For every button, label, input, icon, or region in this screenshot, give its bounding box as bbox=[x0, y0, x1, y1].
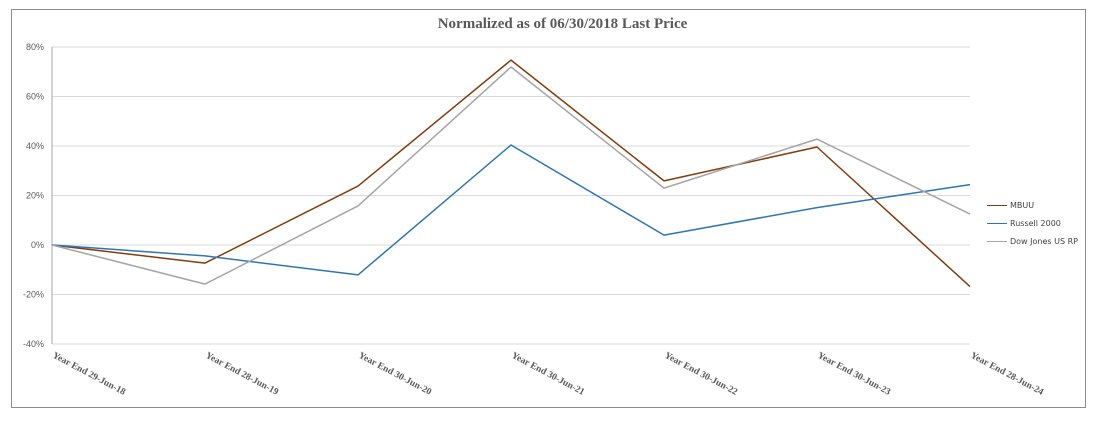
x-tick-label: Year End 28-Jun-19 bbox=[204, 351, 281, 398]
y-tick-label: 80% bbox=[26, 42, 44, 52]
x-tick-label: Year End 30-Jun-23 bbox=[816, 351, 893, 398]
legend-item-dow-jones-us-rp: Dow Jones US RP bbox=[987, 232, 1078, 250]
chart-title: Normalized as of 06/30/2018 Last Price bbox=[437, 16, 688, 32]
y-tick-label: -40% bbox=[23, 339, 44, 349]
legend-swatch-mbuu bbox=[987, 204, 1007, 206]
y-axis: 80% 60% 40% 20% 0% -20% -40% bbox=[23, 42, 53, 349]
legend-label: MBUU bbox=[1010, 200, 1035, 210]
y-tick-label: 0% bbox=[31, 240, 44, 250]
y-tick-label: 40% bbox=[26, 141, 44, 151]
x-tick-label: Year End 30-Jun-21 bbox=[510, 351, 587, 398]
series-line-russell-2000 bbox=[51, 144, 971, 276]
series-lines bbox=[51, 59, 971, 288]
y-tick-label: 20% bbox=[26, 191, 44, 201]
legend-item-russell-2000: Russell 2000 bbox=[987, 214, 1078, 232]
x-axis: Year End 29-Jun-18 Year End 28-Jun-19 Year… bbox=[51, 351, 1046, 398]
x-tick-label: Year End 29-Jun-18 bbox=[51, 351, 128, 398]
chart-legend: MBUU Russell 2000 Dow Jones US RP bbox=[987, 196, 1078, 250]
legend-swatch-dow-jones-us-rp bbox=[987, 240, 1007, 242]
y-tick-label: 60% bbox=[26, 92, 44, 102]
x-tick-label: Year End 30-Jun-20 bbox=[357, 351, 434, 398]
legend-label: Russell 2000 bbox=[1010, 218, 1061, 228]
series-line-dow-jones-us-rp bbox=[51, 66, 971, 285]
x-tick-label: Year End 30-Jun-22 bbox=[663, 351, 740, 398]
gridlines bbox=[52, 46, 970, 345]
series-line-mbuu bbox=[51, 59, 971, 288]
y-tick-label: -20% bbox=[23, 290, 44, 300]
legend-item-mbuu: MBUU bbox=[987, 196, 1078, 214]
legend-swatch-russell-2000 bbox=[987, 222, 1007, 224]
legend-label: Dow Jones US RP bbox=[1010, 236, 1078, 246]
x-tick-label: Year End 28-Jun-24 bbox=[969, 351, 1046, 398]
chart-frame bbox=[11, 9, 1086, 408]
